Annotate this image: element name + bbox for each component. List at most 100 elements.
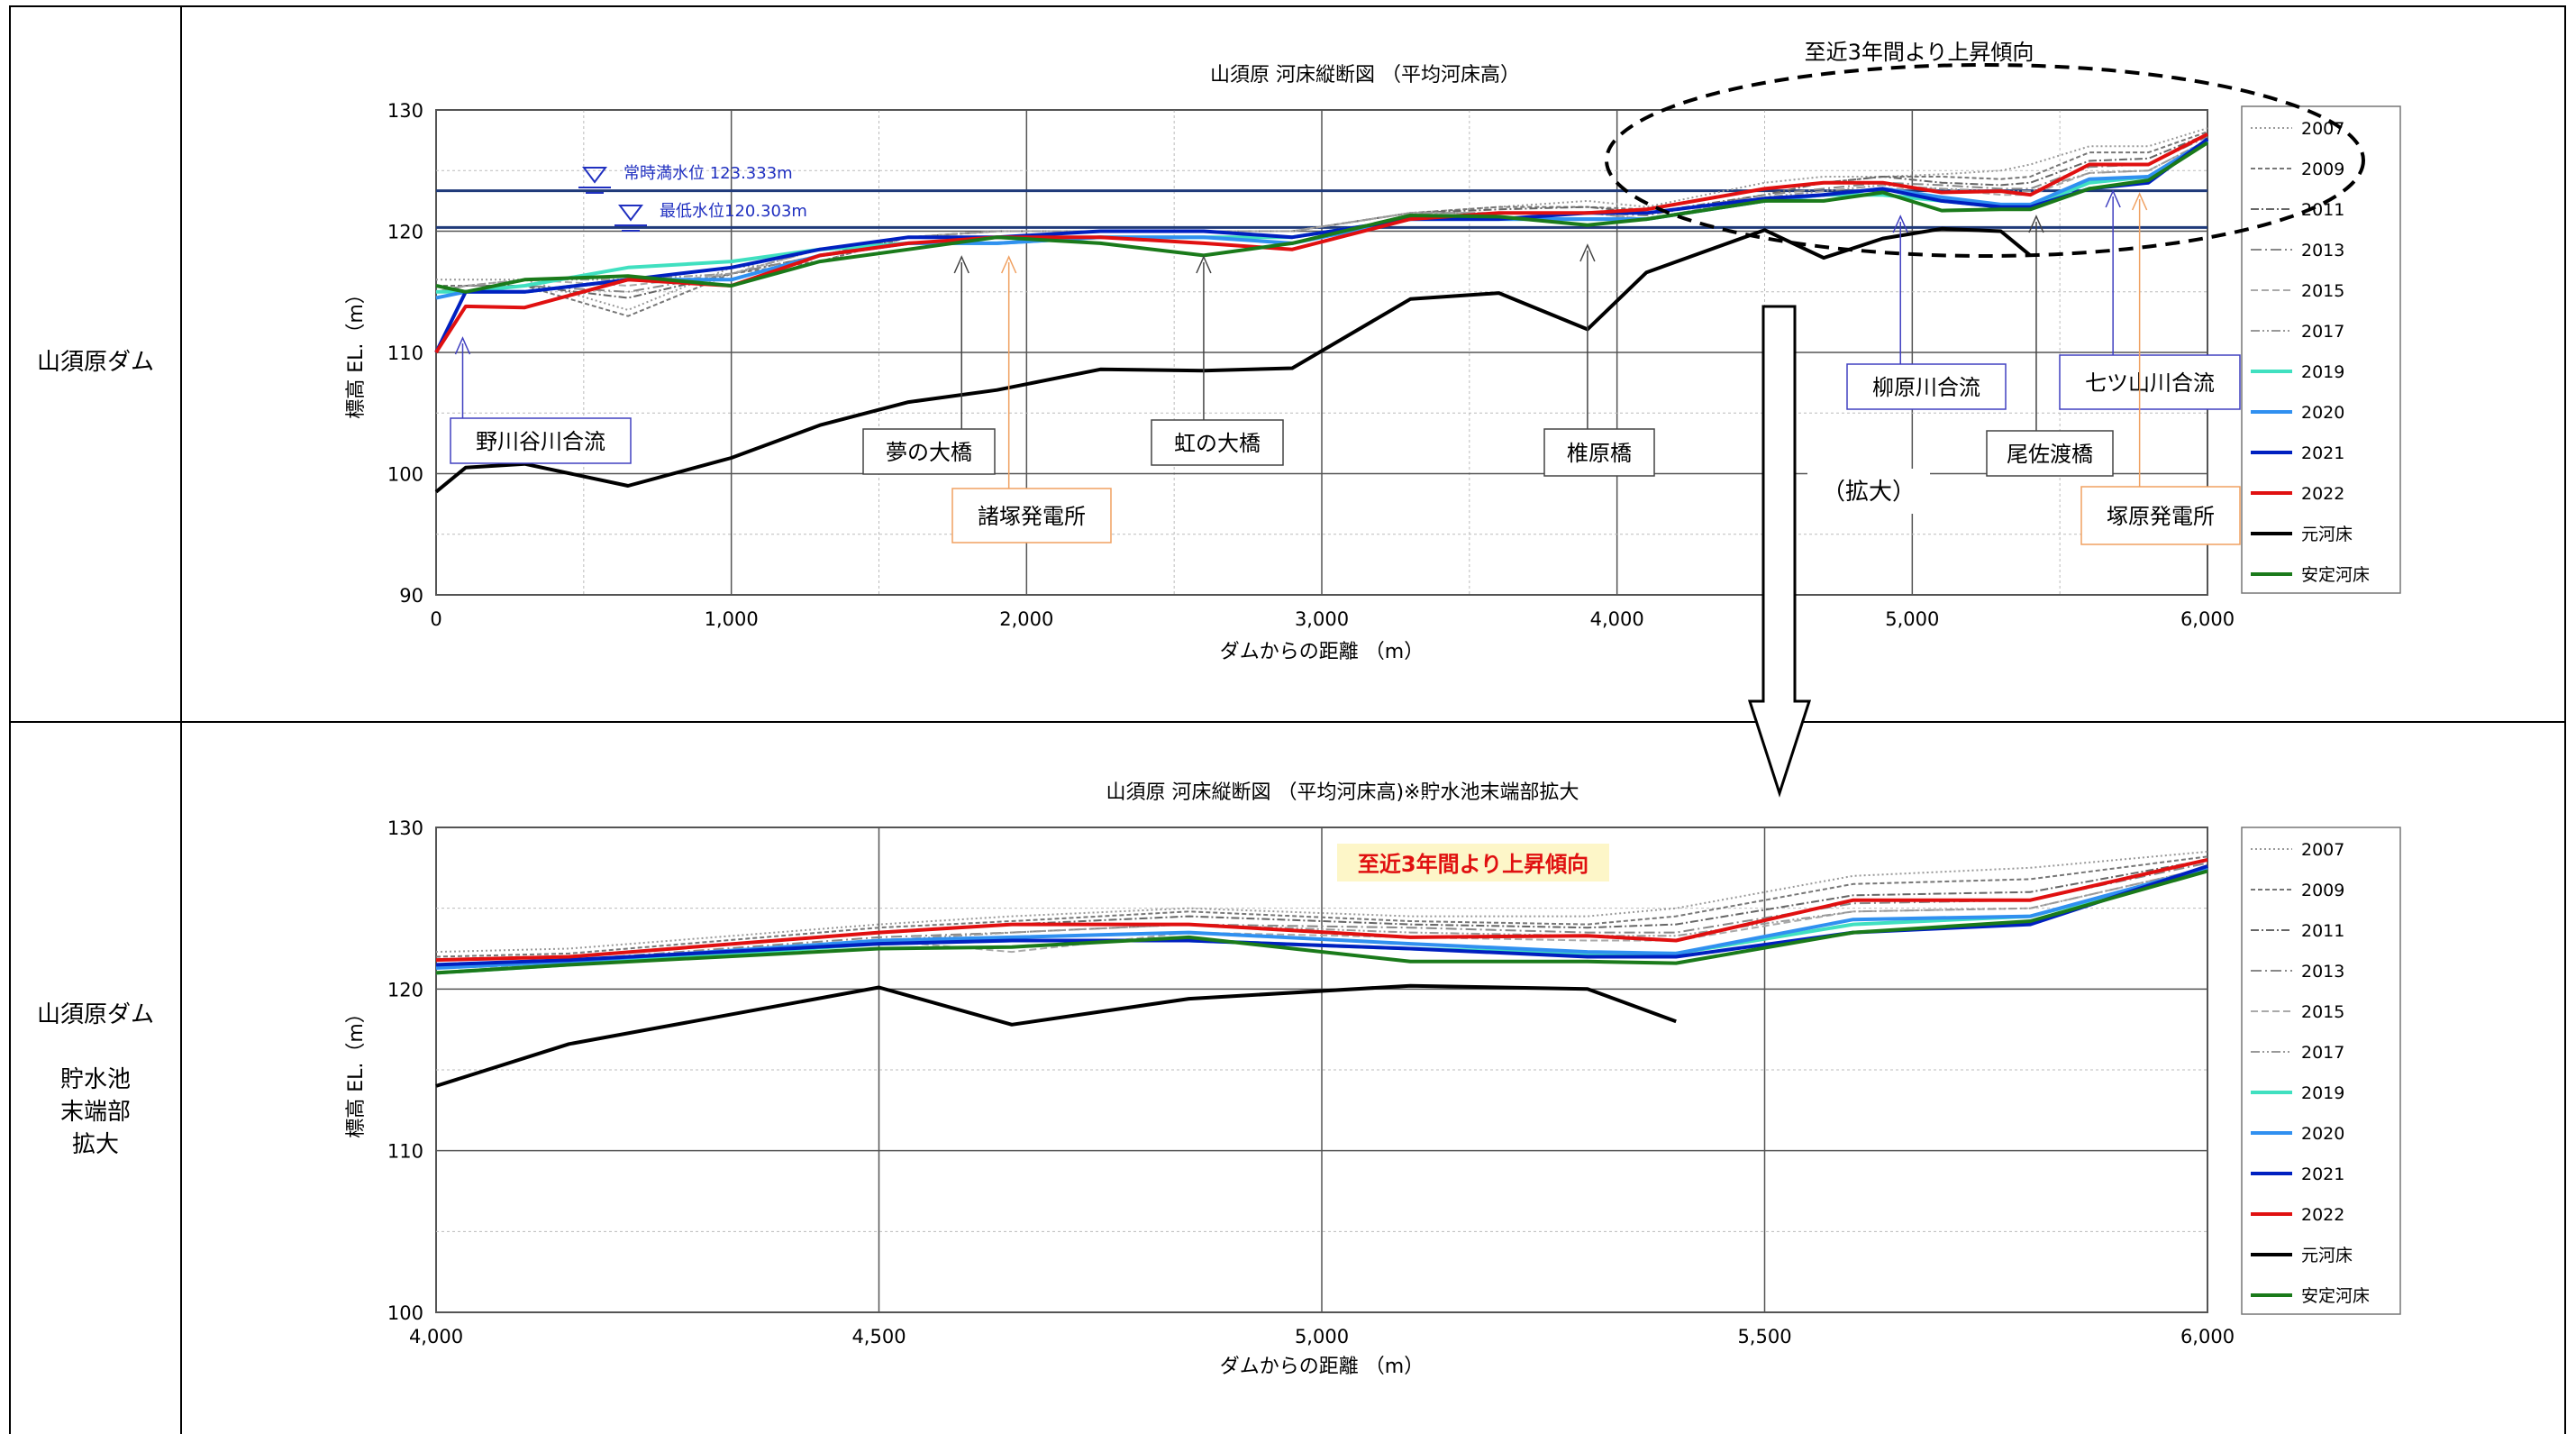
x-tick-label: 1,000 <box>705 608 759 630</box>
row-label-bottom: 山須原ダム 貯水池 末端部 拡大 <box>11 999 180 1161</box>
series-line-元河床 <box>435 983 1677 1088</box>
trend-highlight <box>1337 844 1609 881</box>
legend-label: 安定河床 <box>2301 1286 2370 1306</box>
callout-arrowhead-icon <box>2028 215 2044 233</box>
row-label-top: 山須原ダム <box>36 349 154 376</box>
callout-label: 虹の大橋 <box>1174 431 1261 456</box>
x-tick-label: 6,000 <box>2180 608 2235 630</box>
callout-label: 塚原発電所 <box>2107 504 2215 529</box>
y-tick-label: 120 <box>387 979 423 1000</box>
column-divider <box>180 5 182 1434</box>
series-line-2011 <box>435 132 2208 299</box>
legend-label: 2011 <box>2301 200 2344 220</box>
series-line-安定河床 <box>435 869 2208 975</box>
outer-frame <box>9 5 2566 1434</box>
y-axis-label: 標高 EL.（m） <box>345 284 368 419</box>
series-line-2021 <box>434 137 2209 353</box>
zoom-label-bg <box>1807 469 1930 514</box>
x-tick-label: 2,000 <box>999 608 1053 630</box>
legend-label: 2021 <box>2301 1165 2344 1184</box>
chart-title: 山須原 河床縦断図 （平均河床高） <box>1210 64 1520 87</box>
y-tick-label: 130 <box>387 817 423 839</box>
zoom-annotations: 至近3年間より上昇傾向 <box>1337 844 1609 881</box>
x-tick-label: 6,000 <box>2180 1326 2235 1347</box>
callout-box <box>862 428 996 475</box>
row-divider <box>9 721 2566 723</box>
callout-arrowhead-icon <box>1000 255 1017 274</box>
row-label-line: 拡大 <box>71 1131 119 1158</box>
x-tick-label: 3,000 <box>1295 608 1349 630</box>
x-tick-label: 5,000 <box>1885 608 1939 630</box>
series-line-2022 <box>435 857 2208 963</box>
legend-label: 2020 <box>2301 403 2344 423</box>
row-label-line: 貯水池 <box>59 1066 131 1093</box>
callout-box <box>951 488 1112 543</box>
water-level-label: 常時満水位 123.333m <box>624 164 793 183</box>
trend-label: 至近3年間より上昇傾向 <box>1805 40 2034 65</box>
y-tick-label: 90 <box>399 585 423 607</box>
callout-label: 柳原川合流 <box>1872 375 1980 400</box>
legend-label: 2019 <box>2301 1083 2344 1103</box>
callout-box <box>1986 430 2114 477</box>
legend-box <box>2241 105 2401 594</box>
callout-label: 諸塚発電所 <box>978 504 1086 529</box>
legend-label: 安定河床 <box>2301 565 2370 585</box>
series-line-元河床 <box>434 226 2032 494</box>
legend-box <box>2241 827 2401 1315</box>
x-tick-label: 4,000 <box>1590 608 1644 630</box>
callout-box <box>2059 354 2241 410</box>
legend: 2007 2009 2011 2013 2015 2017 2019 2020 2021 2022… <box>2241 105 2401 594</box>
y-tick-label: 100 <box>387 1302 423 1324</box>
series-line-2015 <box>435 139 2208 293</box>
series-line-2007 <box>436 127 2208 311</box>
legend-label: 2011 <box>2301 921 2344 941</box>
series-line-2013 <box>435 862 2208 966</box>
legend-label: 2007 <box>2301 119 2344 139</box>
series-line-安定河床 <box>435 141 2209 294</box>
callout-arrowhead-icon <box>1196 255 1212 274</box>
legend-label: 2020 <box>2301 1124 2344 1144</box>
legend-label: 2015 <box>2301 281 2344 301</box>
x-tick-label: 4,500 <box>851 1326 906 1347</box>
legend: 2007 2009 2011 2013 2015 2017 2019 2020 2021 2022… <box>2241 827 2401 1315</box>
y-tick-label: 130 <box>387 100 423 122</box>
series-line-2013 <box>435 135 2208 293</box>
chart-overview: 0 1,000 2,000 3,000 4,000 5,000 6,000 90 100 110 1… <box>345 64 2401 663</box>
x-axis-label: ダムからの距離 （m） <box>1220 1356 1424 1378</box>
x-axis-label: ダムからの距離 （m） <box>1220 641 1424 663</box>
callout-label: 野川谷川合流 <box>476 429 605 454</box>
legend-label: 2009 <box>2301 160 2344 179</box>
callout-arrowhead-icon <box>1579 243 1596 262</box>
legend-label: 2015 <box>2301 1002 2344 1022</box>
legend-label: 2013 <box>2301 241 2344 260</box>
legend-label: 元河床 <box>2301 1246 2353 1265</box>
x-tick-label: 5,000 <box>1295 1326 1349 1347</box>
callout-arrowhead-icon <box>454 336 471 355</box>
zoom-label: （拡大） <box>1822 479 1916 506</box>
legend-label: 2009 <box>2301 881 2344 900</box>
y-tick-label: 110 <box>387 1141 423 1163</box>
zoom-arrow-icon <box>1747 305 1812 798</box>
series-line-2009 <box>435 855 2208 958</box>
legend-label: 2021 <box>2301 443 2344 463</box>
y-axis-label: 標高 EL.（m） <box>345 1003 368 1138</box>
legend-label: 2017 <box>2301 1043 2344 1063</box>
overview-annotations: 至近3年間より上昇傾向 （拡大） <box>1605 40 2365 798</box>
callout-box <box>1151 419 1284 466</box>
row-label-line: 山須原ダム <box>36 1001 154 1028</box>
y-tick-label: 110 <box>387 343 423 364</box>
legend-label: 2022 <box>2301 1205 2344 1225</box>
callout-box <box>2080 486 2241 545</box>
callout-label: 椎原橋 <box>1567 441 1632 466</box>
callout-label: 夢の大橋 <box>886 440 972 465</box>
chart-zoom: 4,000 4,500 5,000 5,500 6,000 100 110 120 130 山須原… <box>345 781 2401 1378</box>
x-tick-label: 0 <box>430 608 441 630</box>
row-label-line: 末端部 <box>59 1099 131 1126</box>
callout-box <box>1846 363 2007 410</box>
chart-title: 山須原 河床縦断図 （平均河床高)※貯水池末端部拡大 <box>1106 781 1579 804</box>
legend-label: 2013 <box>2301 962 2344 982</box>
trend-ellipse <box>1605 63 2365 258</box>
callout-arrowhead-icon <box>953 255 969 274</box>
water-level-triangle-icon <box>582 167 607 184</box>
